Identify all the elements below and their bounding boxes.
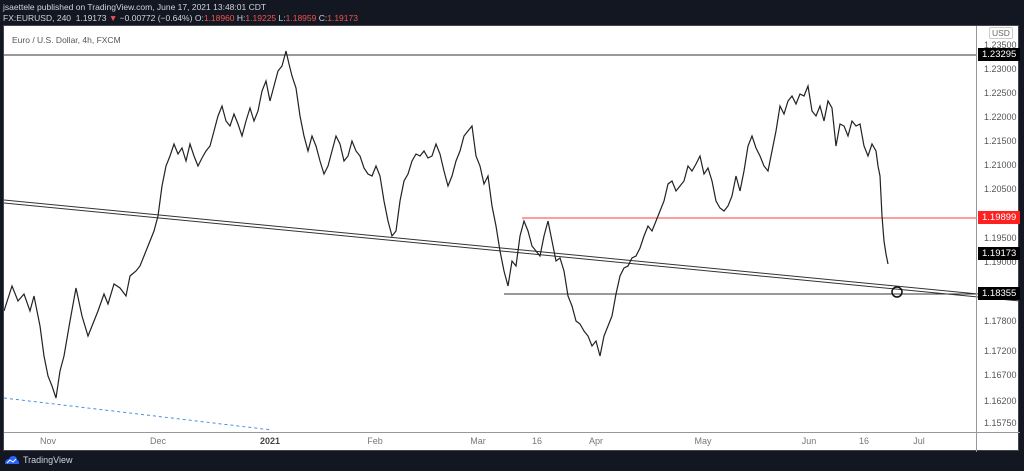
descending-trendline-upper xyxy=(4,199,1020,299)
chart-frame[interactable]: Euro / U.S. Dollar, 4h, FXCM USD 1.23500… xyxy=(3,25,1021,452)
brand-label: TradingView xyxy=(23,455,73,465)
target-circle xyxy=(891,286,903,298)
change: −0.00772 (−0.64%) xyxy=(119,13,193,23)
price-label-1.19899: 1.19899 xyxy=(978,211,1021,224)
descending-trendline-lower xyxy=(4,202,1020,302)
close-value: 1.19173 xyxy=(327,13,358,23)
price-tick: 1.16700 xyxy=(984,370,1017,380)
time-tick: 16 xyxy=(531,436,543,446)
time-tick: 16 xyxy=(858,436,870,446)
price-series xyxy=(4,50,889,399)
price-tick: 1.20500 xyxy=(984,184,1017,194)
price-plot[interactable] xyxy=(4,26,1020,452)
price-tick: 1.21500 xyxy=(984,136,1017,146)
price-tick: 1.19000 xyxy=(984,257,1017,267)
currency-label[interactable]: USD xyxy=(989,27,1013,39)
price-tick: 1.23500 xyxy=(984,40,1017,50)
symbol-info-line: FX:EURUSD, 240 1.19173 ▼ −0.00772 (−0.64… xyxy=(3,13,358,23)
price-label-1.18355: 1.18355 xyxy=(978,287,1021,300)
time-tick: May xyxy=(694,436,712,446)
publisher-line: jsaettele published on TradingView.com, … xyxy=(3,2,267,12)
price-tick: 1.23000 xyxy=(984,64,1017,74)
low-value: 1.18959 xyxy=(285,13,317,23)
price-tick: 1.15750 xyxy=(984,418,1017,428)
price-tick: 1.22000 xyxy=(984,112,1017,122)
high-value: 1.19225 xyxy=(245,13,277,23)
time-tick: 2021 xyxy=(259,436,281,446)
close-label: C: xyxy=(318,13,328,23)
price-label-1.23295: 1.23295 xyxy=(978,48,1021,61)
time-tick: Jun xyxy=(801,436,817,446)
price-tick: 1.21000 xyxy=(984,160,1017,170)
time-axis-separator xyxy=(4,432,1020,433)
low-label: L: xyxy=(278,13,286,23)
open-label: O: xyxy=(194,13,204,23)
tradingview-brand[interactable]: TradingView xyxy=(4,455,73,465)
time-tick: Apr xyxy=(588,436,604,446)
price-tick: 1.22500 xyxy=(984,88,1017,98)
time-tick: Nov xyxy=(39,436,57,446)
time-tick: Jul xyxy=(913,436,925,446)
down-arrow-icon: ▼ xyxy=(108,13,118,23)
price-label-last: 1.19173 xyxy=(978,247,1021,260)
high-label: H: xyxy=(236,13,246,23)
price-axis-separator xyxy=(976,26,977,452)
dashed-trendline xyxy=(4,397,273,431)
price-tick: 1.16200 xyxy=(984,396,1017,406)
price-tick: 1.19500 xyxy=(984,233,1017,243)
time-tick: Feb xyxy=(367,436,383,446)
last-price: 1.19173 xyxy=(75,13,107,23)
open-value: 1.18960 xyxy=(203,13,235,23)
time-tick: Dec xyxy=(149,436,167,446)
price-tick: 1.17200 xyxy=(984,346,1017,356)
price-tick: 1.17800 xyxy=(984,316,1017,326)
symbol: FX:EURUSD, 240 xyxy=(3,13,72,23)
tradingview-logo-icon xyxy=(5,456,19,464)
time-tick: Mar xyxy=(470,436,486,446)
chart-title: Euro / U.S. Dollar, 4h, FXCM xyxy=(12,35,121,45)
